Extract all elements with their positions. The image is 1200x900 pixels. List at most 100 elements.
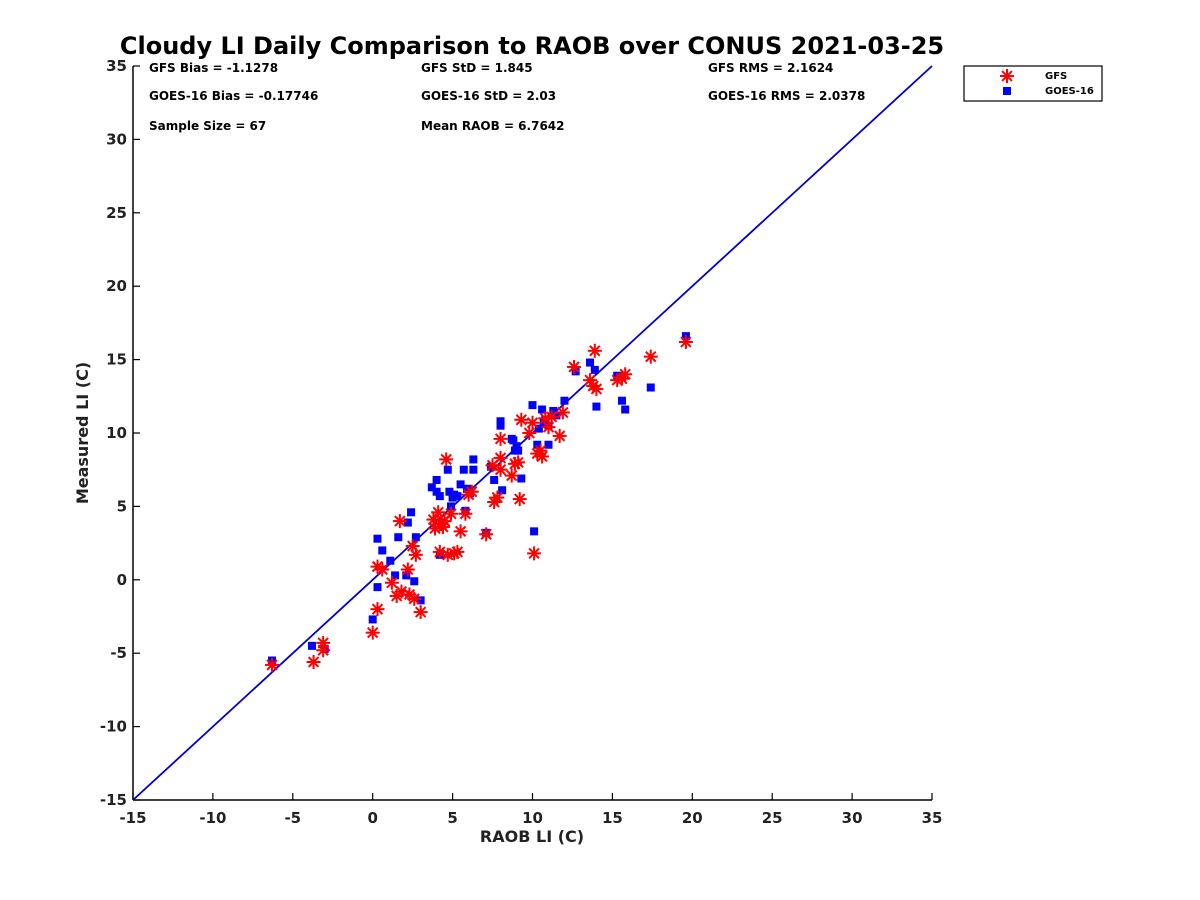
x-tick-label: 5 — [447, 809, 457, 827]
data-points — [265, 332, 693, 672]
axis-ticks: -15 -10 -5 0 5 10 15 20 25 30 35 -15 -10 -5 0 5 10 15 20 25… — [100, 57, 943, 827]
goes16-point — [512, 442, 521, 451]
gfs-point — [408, 547, 423, 562]
gfs-point — [365, 625, 380, 640]
gfs-point — [552, 428, 567, 443]
x-tick-label: -15 — [119, 809, 146, 827]
goes16-point — [432, 487, 441, 496]
y-tick-label: 20 — [106, 277, 127, 295]
stat-line: GOES-16 StD = 2.03 — [421, 89, 556, 103]
goes16-point — [509, 436, 518, 445]
gfs-point — [400, 562, 415, 577]
goes16-point — [590, 365, 599, 374]
gfs-point — [643, 349, 658, 364]
gfs-point — [587, 343, 602, 358]
goes16-point — [307, 641, 316, 650]
legend-goes-marker — [1003, 87, 1011, 95]
y-tick-label: -10 — [100, 718, 127, 736]
goes16-point — [432, 475, 441, 484]
gfs-point — [555, 405, 570, 420]
x-axis-label: RAOB LI (C) — [480, 827, 584, 846]
goes16-point — [403, 518, 412, 527]
stat-line: GOES-16 RMS = 2.0378 — [708, 89, 865, 103]
goes16-point — [391, 571, 400, 580]
goes16-point — [416, 596, 425, 605]
goes16-point — [411, 533, 420, 542]
chart-title: Cloudy LI Daily Comparison to RAOB over … — [120, 32, 944, 60]
gfs-point — [450, 544, 465, 559]
stat-line: GFS StD = 1.845 — [421, 61, 533, 75]
y-tick-label: 35 — [106, 57, 127, 75]
goes16-point — [617, 396, 626, 405]
gfs-point — [493, 431, 508, 446]
x-tick-label: 30 — [842, 809, 863, 827]
gfs-point — [504, 468, 519, 483]
gfs-point — [541, 420, 556, 435]
goes16-point — [435, 492, 444, 501]
gfs-point — [392, 514, 407, 529]
goes16-point — [560, 396, 569, 405]
gfs-point — [490, 490, 505, 505]
goes16-point — [552, 411, 561, 420]
goes16-point — [496, 421, 505, 430]
gfs-point — [370, 602, 385, 617]
goes16-point — [368, 615, 377, 624]
gfs-point — [453, 524, 468, 539]
goes16-point — [533, 440, 542, 449]
goes16-point — [386, 556, 395, 565]
gfs-point — [316, 643, 331, 658]
goes16-point — [530, 527, 539, 536]
y-tick-label: 15 — [106, 351, 127, 369]
x-tick-label: 10 — [522, 809, 543, 827]
x-tick-label: -10 — [199, 809, 226, 827]
gfs-point — [567, 359, 582, 374]
legend: GFS GOES-16 — [963, 65, 1103, 102]
goes16-point — [538, 405, 547, 414]
gfs-point — [434, 517, 449, 532]
goes16-point — [445, 487, 454, 496]
goes16-point — [534, 424, 543, 433]
goes16-point — [592, 402, 601, 411]
gfs-point — [512, 492, 527, 507]
gfs-point — [522, 426, 537, 440]
goes16-point — [469, 465, 478, 474]
x-tick-label: -5 — [284, 809, 301, 827]
gfs-point — [527, 546, 542, 561]
gfs-point — [458, 506, 473, 521]
goes16-point — [621, 405, 630, 414]
goes16-point — [402, 571, 411, 580]
gfs-point — [265, 657, 280, 672]
goes16-point — [586, 358, 595, 367]
stat-line: Mean RAOB = 6.7642 — [421, 119, 565, 133]
gfs-point — [407, 591, 422, 606]
stat-line: Sample Size = 67 — [149, 119, 266, 133]
goes16-point — [469, 455, 478, 464]
y-tick-label: 0 — [117, 571, 127, 589]
x-tick-label: 0 — [367, 809, 377, 827]
gfs-point — [431, 505, 446, 520]
y-axis-label: Measured LI (C) — [73, 362, 92, 504]
y-tick-label: 25 — [106, 204, 127, 222]
goes16-point — [378, 546, 387, 555]
y-tick-label: 5 — [117, 497, 127, 515]
x-tick-label: 35 — [922, 809, 943, 827]
legend-label-gfs: GFS — [1045, 71, 1067, 82]
gfs-point — [479, 527, 494, 542]
gfs-point — [375, 562, 390, 577]
gfs-point — [589, 381, 604, 396]
gfs-point — [544, 409, 559, 424]
y-tick-label: 10 — [106, 424, 127, 442]
legend-box — [963, 65, 1103, 102]
goes16-point — [517, 474, 526, 483]
goes16-point — [462, 484, 471, 493]
gfs-point — [514, 412, 529, 427]
y-tick-label: 30 — [106, 130, 127, 148]
goes16-point — [456, 480, 465, 489]
gfs-point — [464, 484, 479, 499]
goes16-point — [394, 533, 403, 542]
gfs-point — [1000, 69, 1014, 83]
gfs-point — [384, 575, 399, 590]
goes16-point — [514, 446, 523, 455]
goes16-point — [443, 465, 452, 474]
gfs-point — [439, 452, 454, 467]
